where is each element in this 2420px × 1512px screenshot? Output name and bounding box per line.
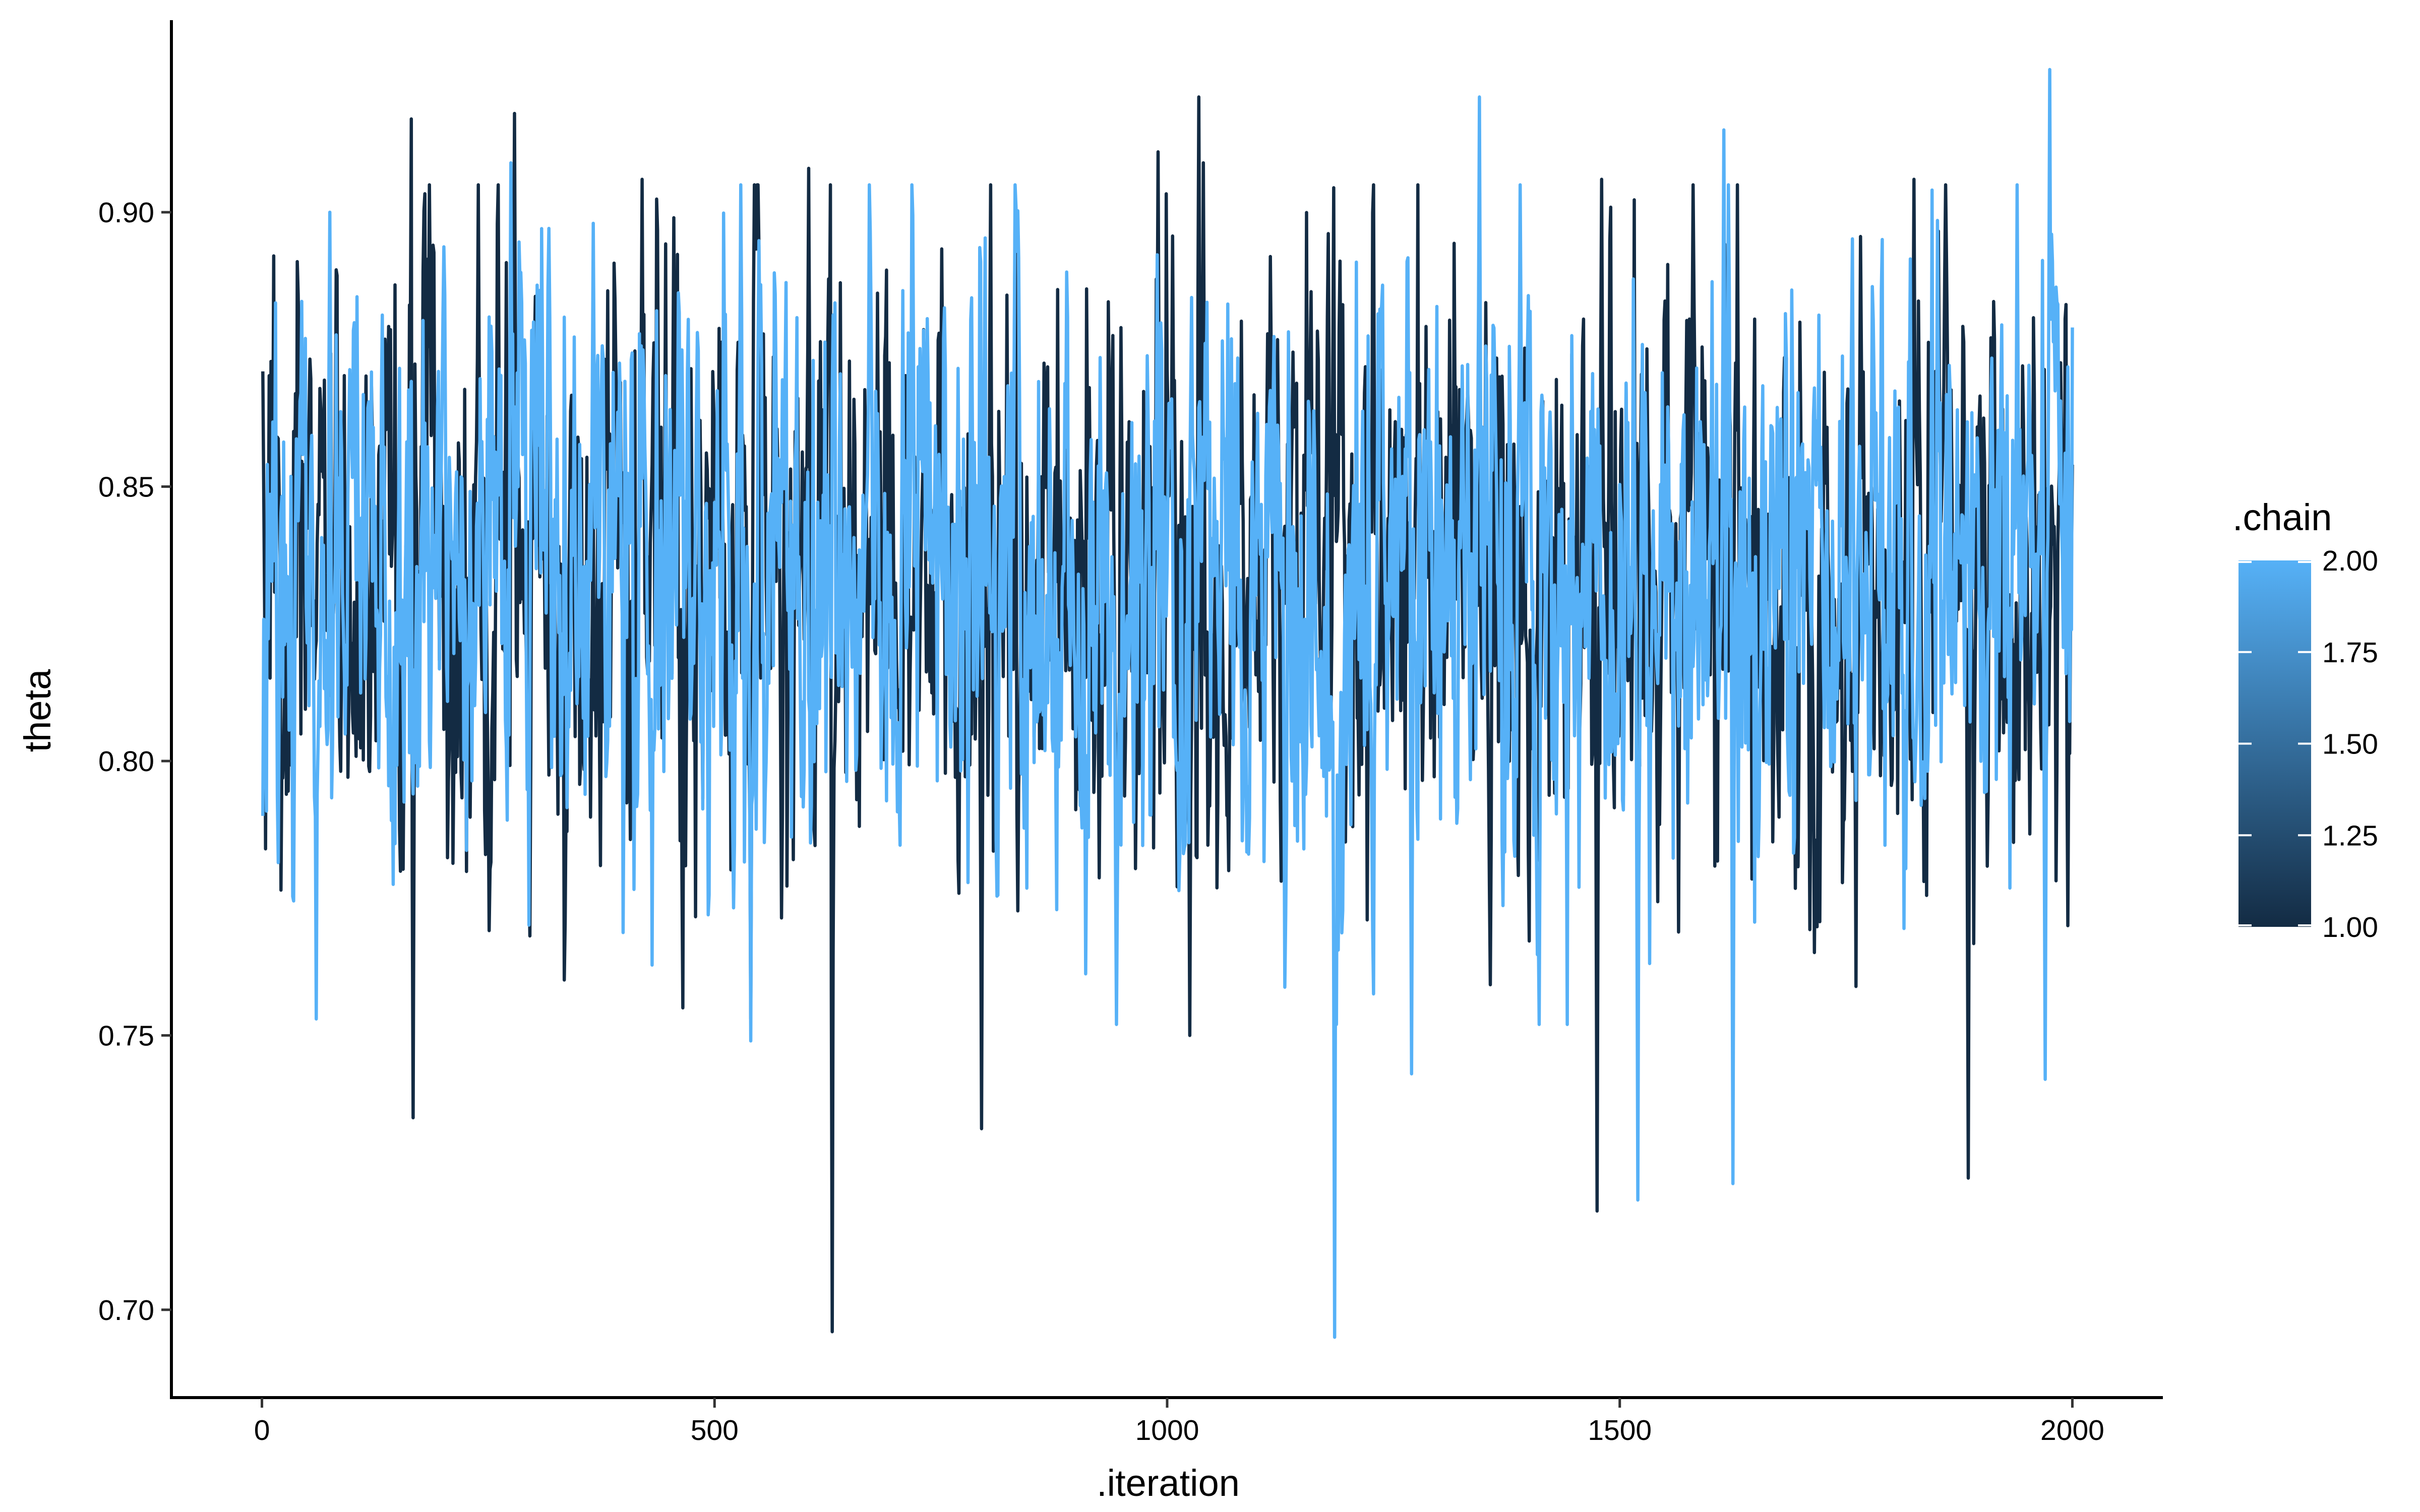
x-axis-title: .iteration bbox=[1097, 1462, 1240, 1504]
legend-title: .chain bbox=[2232, 496, 2332, 538]
legend-tick-label: 1.00 bbox=[2322, 911, 2378, 943]
legend-tick-label: 1.75 bbox=[2322, 637, 2378, 669]
y-tick-label: 0.80 bbox=[98, 745, 154, 778]
chain-2-trace-line bbox=[261, 68, 2074, 1339]
y-axis-title: theta bbox=[17, 669, 58, 752]
chain-1-trace-line bbox=[261, 95, 2074, 1334]
y-tick-label: 0.75 bbox=[98, 1020, 154, 1052]
y-tick-label: 0.70 bbox=[98, 1294, 154, 1327]
y-axis-ticks: 0.70 0.75 0.80 0.85 0.90 bbox=[98, 197, 171, 1327]
legend-tick-label: 2.00 bbox=[2322, 545, 2378, 577]
legend-ticks: 1.00 1.25 1.50 1.75 2.00 bbox=[2238, 545, 2378, 943]
x-tick-label: 1500 bbox=[1588, 1414, 1652, 1446]
x-tick-label: 500 bbox=[691, 1414, 739, 1446]
x-tick-label: 0 bbox=[254, 1414, 270, 1446]
legend-tick-label: 1.25 bbox=[2322, 820, 2378, 852]
plot-area bbox=[261, 68, 2074, 1339]
y-tick-label: 0.90 bbox=[98, 197, 154, 229]
legend: .chain 1.00 1.25 1.50 1.75 2.00 bbox=[2232, 496, 2378, 943]
x-tick-label: 2000 bbox=[2040, 1414, 2104, 1446]
x-tick-label: 1000 bbox=[1135, 1414, 1199, 1446]
legend-tick-label: 1.50 bbox=[2322, 728, 2378, 761]
y-tick-label: 0.85 bbox=[98, 471, 154, 503]
x-axis-ticks: 0 500 1000 1500 2000 bbox=[254, 1398, 2104, 1446]
series-layer bbox=[261, 68, 2074, 1339]
